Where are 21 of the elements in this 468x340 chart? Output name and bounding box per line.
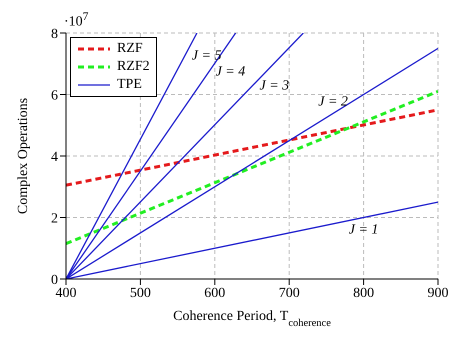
x-tick-label: 500 bbox=[130, 286, 151, 301]
y-axis-title: Complex Operations bbox=[16, 98, 31, 214]
y-tick-label: 8 bbox=[51, 26, 58, 42]
x-tick-label: 700 bbox=[278, 286, 300, 301]
legend-label: RZF bbox=[117, 40, 143, 58]
x-tick-label: 800 bbox=[353, 286, 374, 301]
annotation: J = 1 bbox=[348, 222, 378, 238]
y-tick-label: 0 bbox=[51, 272, 58, 288]
x-tick-label: 600 bbox=[204, 286, 226, 301]
y-tick-label: 2 bbox=[51, 211, 58, 226]
x-axis-title: Coherence Period, T$_{coherence}$ bbox=[173, 309, 332, 328]
y-tick-label: 4 bbox=[51, 150, 58, 165]
y-tick-label: 6 bbox=[51, 88, 58, 104]
annotation: J = 3 bbox=[259, 78, 290, 94]
x-tick-label: 400 bbox=[56, 286, 76, 301]
x-tick-label: 900 bbox=[428, 286, 448, 301]
legend-label: TPE bbox=[117, 76, 142, 94]
text: ·10$^{7}$ bbox=[64, 10, 88, 31]
annotation: J = 2 bbox=[318, 94, 348, 110]
annotation: J = 4 bbox=[216, 64, 246, 80]
legend-label: RZF2 bbox=[117, 58, 150, 76]
